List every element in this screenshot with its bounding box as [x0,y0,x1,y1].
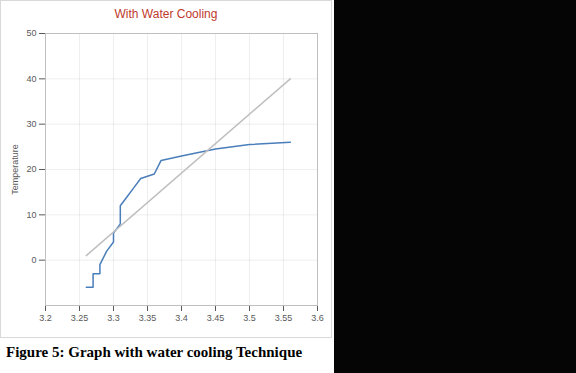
svg-text:3.2: 3.2 [39,313,52,323]
svg-text:30: 30 [26,119,36,129]
html-text:Figure 5: Graph with water coo: Figure 5: Graph with water cooling Techn… [6,344,303,360]
html-text:With Water Cooling: With Water Cooling [114,7,218,21]
svg-text:3.35: 3.35 [139,313,157,323]
svg-text:3.45: 3.45 [207,313,225,323]
svg-text:3.3: 3.3 [107,313,120,323]
svg-text:Temperature: Temperature [10,144,20,195]
svg-text:3.4: 3.4 [175,313,188,323]
svg-text:50: 50 [26,28,36,38]
svg-text:20: 20 [26,164,36,174]
svg-text:3.5: 3.5 [243,313,256,323]
svg-text:3.6: 3.6 [311,313,324,323]
svg-text:40: 40 [26,74,36,84]
svg-text:0: 0 [31,255,36,265]
svg-text:10: 10 [26,210,36,220]
svg-text:3.55: 3.55 [275,313,293,323]
svg-text:3.25: 3.25 [71,313,89,323]
